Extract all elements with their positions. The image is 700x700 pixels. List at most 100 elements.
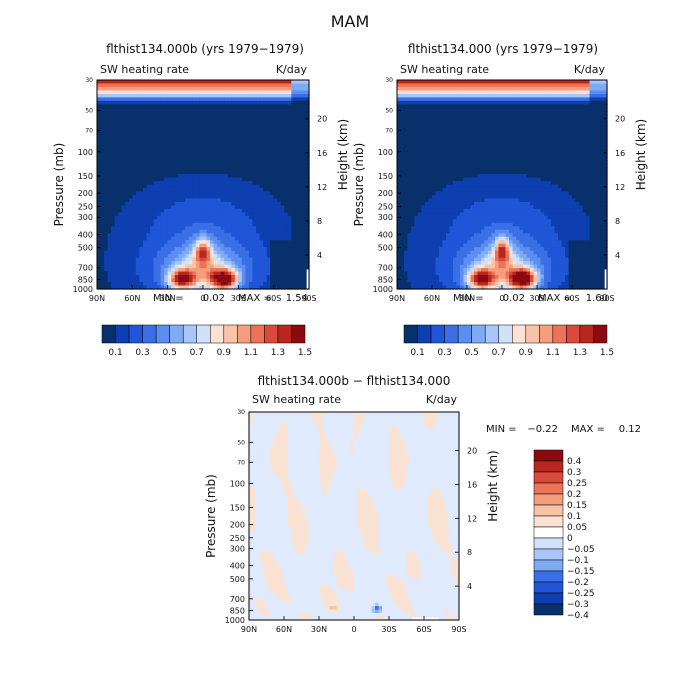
heatmap-cell <box>301 261 307 266</box>
heatmap-cell <box>178 156 183 161</box>
heatmap-cell <box>266 254 271 259</box>
heatmap-cell <box>519 107 524 112</box>
heatmap-cell <box>593 139 598 144</box>
heatmap-cell <box>217 93 222 99</box>
heatmap-cell <box>111 114 116 119</box>
heatmap-cell <box>248 153 254 158</box>
heatmap-cell <box>192 163 197 168</box>
heatmap-cell <box>160 212 165 217</box>
heatmap-cell <box>210 149 215 154</box>
y-tick-label: 50 <box>85 107 93 114</box>
heatmap-cell <box>537 142 542 147</box>
heatmap-cell <box>210 100 215 105</box>
heatmap-cell <box>174 275 179 280</box>
heatmap-cell <box>174 83 179 88</box>
heatmap-cell <box>210 128 215 133</box>
heatmap-cell <box>167 118 172 123</box>
heatmap-cell <box>107 254 112 259</box>
heatmap-cell <box>241 264 246 269</box>
heatmap-cell <box>259 191 264 196</box>
heatmap-cell <box>203 86 208 92</box>
heatmap-cell <box>213 167 218 172</box>
heatmap-cell <box>470 146 475 151</box>
heatmap-cell <box>400 107 405 112</box>
heatmap-cell <box>157 222 162 227</box>
heatmap-cell <box>174 285 179 290</box>
heatmap-cell <box>114 135 119 140</box>
heatmap-cell <box>121 198 126 203</box>
heatmap-cell <box>97 83 102 88</box>
heatmap-cell <box>174 261 179 266</box>
heatmap-cell <box>273 170 278 175</box>
heatmap-cell <box>259 114 264 119</box>
heatmap-cell <box>234 219 239 224</box>
heatmap-cell <box>252 250 257 255</box>
heatmap-cell <box>442 142 447 147</box>
heatmap-cell <box>234 233 239 238</box>
heatmap-cell <box>256 163 261 168</box>
heatmap-cell <box>104 215 109 220</box>
heatmap-cell <box>252 160 257 165</box>
heatmap-cell <box>118 86 123 92</box>
heatmap-cell <box>164 229 169 234</box>
heatmap-cell <box>135 205 140 210</box>
heatmap-cell <box>305 240 310 245</box>
heatmap-cell <box>270 142 275 147</box>
heatmap-cell <box>150 229 155 234</box>
heatmap-cell <box>467 114 472 119</box>
heatmap-cell <box>603 111 608 116</box>
heatmap-cell <box>128 142 133 147</box>
heatmap-cell <box>142 285 148 290</box>
heatmap-cell <box>146 198 151 203</box>
heatmap-cell <box>245 163 250 168</box>
heatmap-cell <box>178 146 183 151</box>
heatmap-cell <box>277 268 282 273</box>
heatmap-cell <box>248 184 254 189</box>
heatmap-cell <box>558 80 563 85</box>
heatmap-cell <box>519 83 524 88</box>
heatmap-cell <box>259 107 264 112</box>
heatmap-cell <box>568 90 573 95</box>
heatmap-cell <box>241 90 246 95</box>
heatmap-cell <box>164 153 169 158</box>
heatmap-cell <box>199 111 204 116</box>
heatmap-cell <box>294 97 299 102</box>
heatmap-cell <box>160 121 165 126</box>
heatmap-cell <box>474 111 479 116</box>
heatmap-cell <box>259 264 264 269</box>
heatmap-cell <box>495 97 500 102</box>
heatmap-cell <box>139 170 144 175</box>
heatmap-cell <box>294 194 299 200</box>
heatmap-cell <box>502 121 507 126</box>
heatmap-cell <box>174 118 179 123</box>
heatmap-cell <box>234 118 239 123</box>
heatmap-cell <box>561 114 566 119</box>
heatmap-cell <box>171 198 176 203</box>
heatmap-cell <box>589 100 594 105</box>
heatmap-cell <box>171 212 176 217</box>
heatmap-cell <box>294 139 299 144</box>
heatmap-cell <box>565 93 570 99</box>
heatmap-cell <box>294 247 299 252</box>
heatmap-cell <box>428 139 433 144</box>
heatmap-cell <box>157 139 162 144</box>
heatmap-cell <box>252 240 257 245</box>
heatmap-cell <box>210 135 215 140</box>
heatmap-cell <box>600 97 605 102</box>
heatmap-cell <box>248 229 254 234</box>
heatmap-cell <box>192 226 197 231</box>
heatmap-cell <box>100 80 105 85</box>
heatmap-cell <box>425 146 430 151</box>
heatmap-cell <box>287 268 292 273</box>
heatmap-cell <box>213 233 218 238</box>
heatmap-cell <box>305 191 310 196</box>
heatmap-cell <box>97 139 102 144</box>
heatmap-cell <box>227 226 232 231</box>
heatmap-cell <box>167 128 172 133</box>
heatmap-cell <box>104 146 109 151</box>
heatmap-cell <box>287 111 292 116</box>
heatmap-cell <box>231 114 236 119</box>
heatmap-cell <box>400 83 405 88</box>
heatmap-cell <box>488 86 493 92</box>
heatmap-cell <box>540 80 545 85</box>
